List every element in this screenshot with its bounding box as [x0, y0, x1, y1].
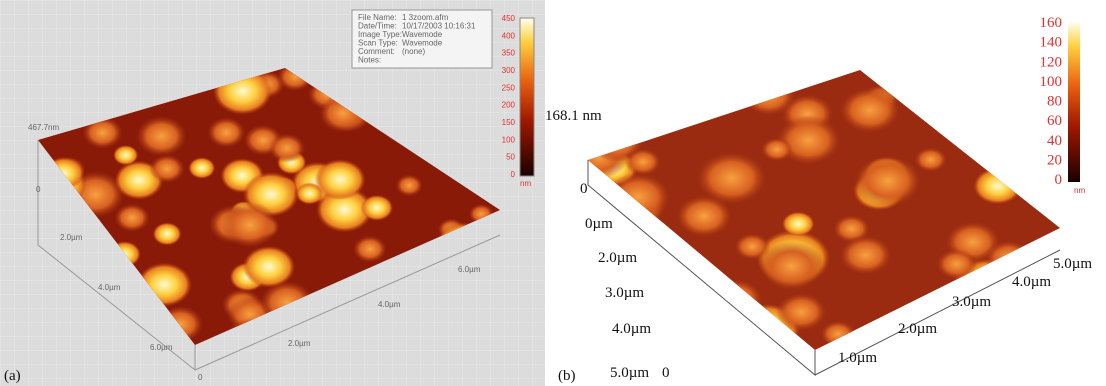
origin-label: 0 — [662, 365, 670, 381]
colorbar-tick-label: 450 — [502, 14, 516, 23]
bump — [776, 293, 827, 332]
colorbar-a — [520, 18, 534, 176]
axis-label: 4.0µm — [98, 283, 121, 292]
bump — [609, 96, 647, 125]
colorbar-tick-label: 0 — [1055, 172, 1063, 188]
info-text: (none) — [402, 47, 425, 56]
colorbar-tick-label: 350 — [502, 49, 516, 58]
colorbar-tick-label: 0 — [511, 170, 516, 179]
axis-label: 3.0µm — [605, 285, 644, 301]
bump — [641, 271, 698, 314]
bump — [973, 168, 1022, 205]
bump — [936, 249, 977, 280]
bump — [820, 321, 856, 348]
axis-label: 4.0µm — [1012, 274, 1051, 290]
bump — [696, 151, 768, 205]
axis-label: 5.0µm — [610, 365, 649, 381]
colorbar-tick-label: 50 — [506, 153, 515, 162]
colorbar-unit: nm — [520, 179, 531, 188]
colorbar-tick-label: 100 — [1040, 74, 1063, 90]
colorbar-tick-label: 150 — [502, 118, 516, 127]
figure: File Name:1 3zoom.afmDate/Time:10/17/200… — [0, 0, 1106, 386]
colorbar-tick-label: 60 — [1047, 113, 1062, 129]
colorbar-tick-label: 400 — [502, 31, 516, 40]
z-max-label: 467.7nm — [28, 123, 59, 132]
panel-label: (a) — [4, 368, 21, 384]
axis-label: 5.0µm — [1053, 256, 1092, 272]
bump — [711, 279, 763, 318]
colorbar-tick-label: 120 — [1040, 54, 1063, 70]
bump — [315, 159, 366, 200]
info-text: Notes: — [358, 56, 381, 65]
bump — [207, 117, 245, 147]
panel-label: (b) — [558, 368, 576, 384]
bump — [606, 172, 671, 221]
bump — [914, 147, 947, 172]
bump — [243, 246, 295, 288]
axis-label: 4.0µm — [378, 300, 401, 309]
z-max-label: 168.1 nm — [545, 108, 602, 124]
bump — [269, 134, 305, 163]
bump — [620, 49, 685, 98]
axis-label: 6.0µm — [458, 265, 481, 274]
bump — [853, 155, 922, 207]
bump — [361, 195, 393, 221]
bump — [741, 75, 796, 116]
z-min-label: 0 — [36, 185, 41, 194]
z-min-label: 0 — [580, 181, 588, 197]
bump — [188, 157, 215, 178]
colorbar-tick-label: 300 — [502, 66, 516, 75]
page: File Name:1 3zoom.afmDate/Time:10/17/200… — [0, 0, 1106, 386]
axis-label: 0µm — [585, 216, 613, 232]
axis-label: 1.0µm — [838, 350, 877, 366]
axis-label: 2.0µm — [60, 233, 83, 242]
bump — [839, 235, 893, 275]
bump — [353, 236, 387, 263]
bump — [153, 222, 182, 245]
colorbar-b — [1068, 22, 1080, 182]
bump — [396, 175, 423, 197]
colorbar-tick-label: 140 — [1040, 35, 1063, 51]
bump — [682, 320, 725, 352]
bump — [985, 240, 1033, 276]
axis-label: 2.0µm — [598, 250, 637, 266]
colorbar-tick-label: 160 — [1040, 15, 1063, 31]
bump — [634, 45, 703, 97]
axis-label: 4.0µm — [612, 321, 651, 337]
axis-label: 6.0µm — [150, 343, 173, 352]
colorbar-tick-label: 250 — [502, 83, 516, 92]
colorbar-tick-label: 200 — [502, 101, 516, 110]
bump — [761, 137, 793, 161]
colorbar-tick-label: 20 — [1047, 152, 1062, 168]
bump — [578, 125, 615, 153]
bump — [113, 145, 138, 165]
colorbar-tick-label: 80 — [1047, 94, 1062, 110]
colorbar-tick-label: 40 — [1047, 133, 1062, 149]
origin-label: 0 — [198, 373, 203, 382]
bump — [625, 148, 661, 175]
bump — [222, 202, 278, 247]
colorbar-tick-label: 100 — [502, 135, 516, 144]
bump — [782, 212, 815, 237]
bump — [839, 87, 901, 133]
bump — [734, 233, 770, 260]
axis-label: 2.0µm — [288, 339, 311, 348]
axis-label: 3.0µm — [952, 294, 991, 310]
axis-label: 2.0µm — [898, 321, 937, 337]
bump — [149, 155, 185, 183]
bump — [136, 116, 187, 157]
colorbar-unit: nm — [1074, 186, 1085, 195]
bump — [114, 204, 149, 232]
